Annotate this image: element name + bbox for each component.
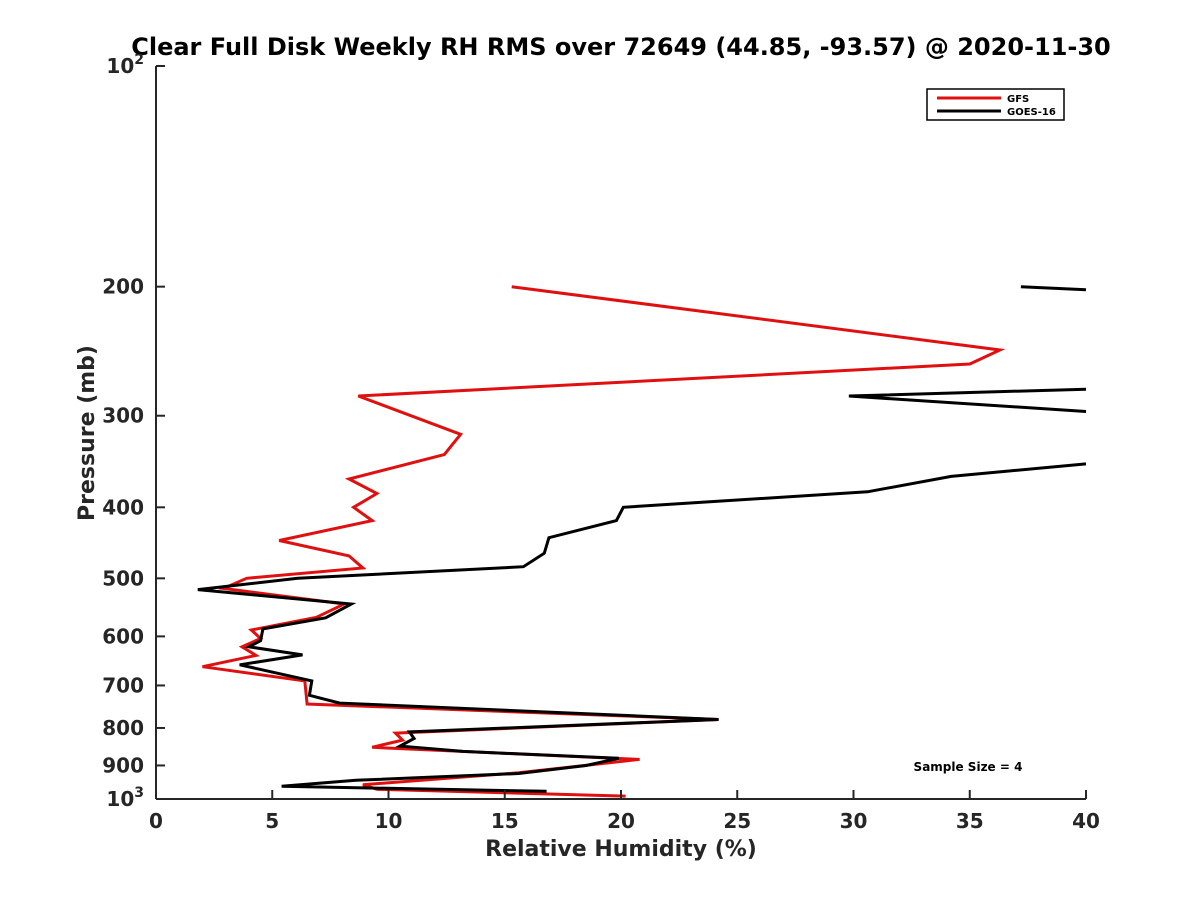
y-tick-label: 600 bbox=[102, 624, 144, 648]
series-layer bbox=[197, 285, 1087, 798]
x-tick-label: 20 bbox=[607, 809, 635, 833]
y-ticks: 102 200 300 400 500 600 700 800 900 103 bbox=[102, 52, 165, 811]
y-axis-title: Pressure (mb) bbox=[75, 345, 100, 521]
x-axis-title: Relative Humidity (%) bbox=[485, 837, 757, 862]
x-tick-label: 15 bbox=[491, 809, 519, 833]
x-tick-label: 25 bbox=[723, 809, 751, 833]
annotations: Sample Size = 4 bbox=[914, 760, 1023, 774]
legend: GFS GOES-16 bbox=[926, 88, 1065, 121]
legend-label: GFS bbox=[1007, 94, 1029, 105]
series-line bbox=[202, 285, 1006, 798]
x-tick-label: 30 bbox=[840, 809, 868, 833]
legend-box bbox=[926, 88, 1065, 121]
x-tick-label: 0 bbox=[149, 809, 163, 833]
series-line bbox=[848, 387, 1087, 413]
series-line bbox=[197, 462, 1087, 793]
series-line bbox=[1020, 285, 1087, 292]
y-tick-label: 400 bbox=[102, 495, 144, 519]
x-ticks: 0 5 10 15 20 25 30 35 40 bbox=[149, 790, 1100, 833]
x-tick-label: 35 bbox=[956, 809, 984, 833]
y-tick-label: 500 bbox=[102, 566, 144, 590]
x-tick-label: 5 bbox=[265, 809, 279, 833]
y-tick-label: 102 bbox=[106, 52, 144, 78]
series-gfs bbox=[202, 285, 1006, 798]
sample-size-note: Sample Size = 4 bbox=[914, 760, 1023, 774]
plot-area: 0 5 10 15 20 25 30 35 40 102 200 300 400 500 600 700 80… bbox=[102, 52, 1100, 833]
y-tick-label: 103 bbox=[106, 785, 144, 811]
y-tick-label: 800 bbox=[102, 716, 144, 740]
x-tick-label: 10 bbox=[375, 809, 403, 833]
y-tick-label: 200 bbox=[102, 275, 144, 299]
x-tick-label: 40 bbox=[1072, 809, 1100, 833]
series-goes-16 bbox=[197, 285, 1087, 793]
legend-label: GOES-16 bbox=[1007, 107, 1056, 118]
y-tick-label: 700 bbox=[102, 673, 144, 697]
chart-title: Clear Full Disk Weekly RH RMS over 72649… bbox=[131, 33, 1111, 61]
y-tick-label: 900 bbox=[102, 753, 144, 777]
y-tick-label: 300 bbox=[102, 404, 144, 428]
